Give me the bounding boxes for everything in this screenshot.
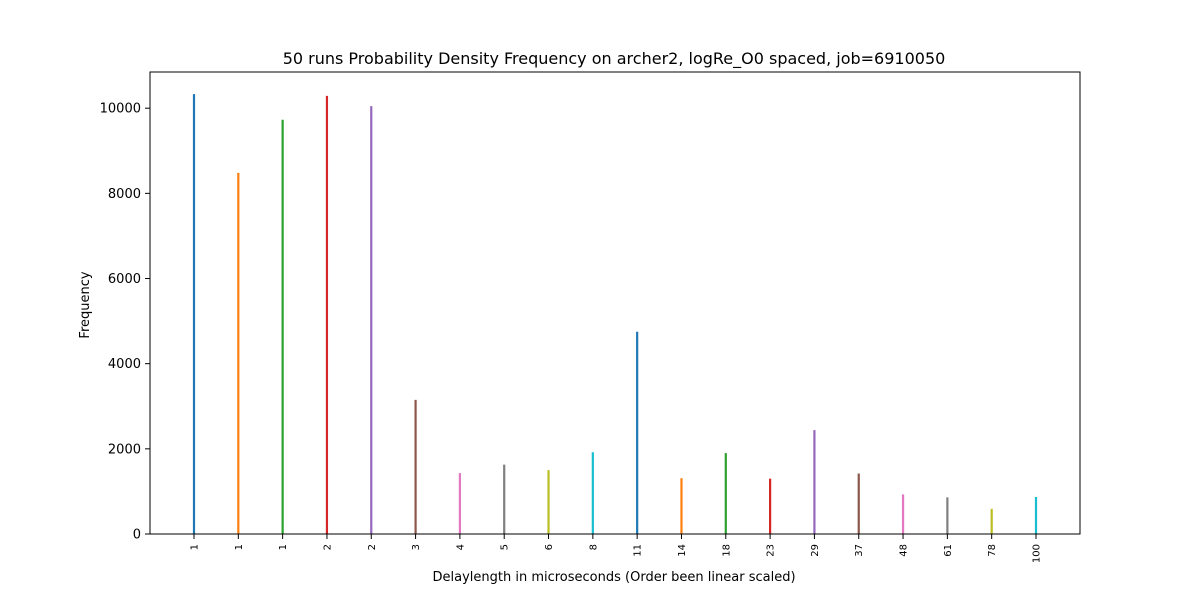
x-tick-label: 3 [411, 544, 422, 550]
y-tick-label: 6000 [108, 272, 141, 287]
x-tick-label: 2 [322, 544, 333, 550]
x-axis-label: Delaylength in microseconds (Order been … [432, 570, 795, 585]
x-tick-label: 1 [278, 544, 289, 550]
x-tick-label: 4 [455, 544, 466, 550]
x-tick-label: 5 [500, 544, 511, 550]
x-tick-label: 11 [633, 544, 644, 557]
chart-title: 50 runs Probability Density Frequency on… [283, 49, 946, 69]
y-tick-label: 8000 [108, 187, 141, 202]
x-tick-label: 1 [190, 544, 201, 550]
x-tick-label: 14 [677, 544, 688, 557]
x-tick-label: 8 [588, 544, 599, 550]
x-tick-label: 100 [1032, 544, 1043, 563]
y-tick-label: 10000 [100, 102, 141, 117]
x-tick-label: 78 [987, 544, 998, 557]
x-tick-label: 23 [766, 544, 777, 557]
y-axis-label: Frequency [78, 271, 93, 338]
y-tick-label: 0 [133, 528, 141, 543]
x-tick-label: 48 [899, 544, 910, 557]
y-tick-label: 4000 [108, 357, 141, 372]
x-tick-label: 18 [721, 544, 732, 557]
x-tick-label: 61 [943, 544, 954, 557]
plot-frame [149, 71, 1081, 535]
x-tick-label: 1 [234, 544, 245, 550]
x-tick-label: 29 [810, 544, 821, 557]
y-tick-label: 2000 [108, 442, 141, 457]
x-tick-label: 2 [367, 544, 378, 550]
x-tick-label: 37 [854, 544, 865, 557]
x-tick-label: 6 [544, 544, 555, 550]
